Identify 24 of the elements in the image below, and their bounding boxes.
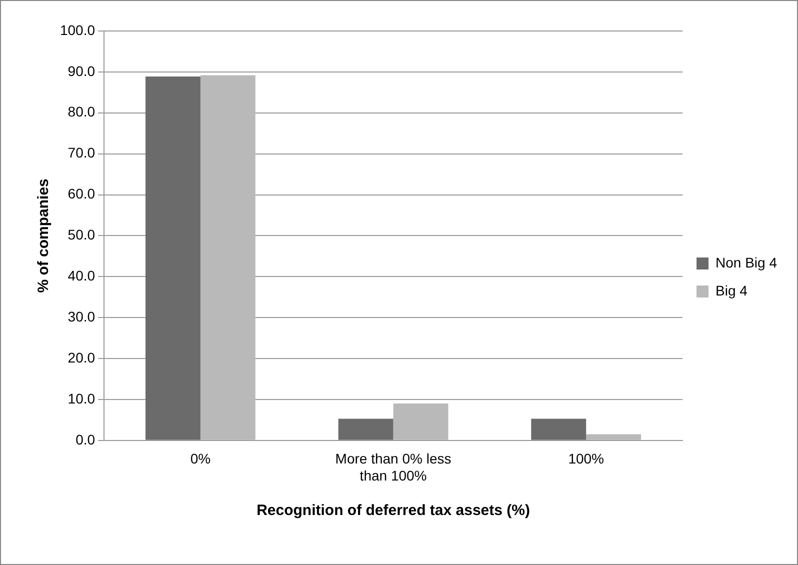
y-tick-label: 70.0 bbox=[68, 144, 96, 161]
legend-label: Big 4 bbox=[716, 282, 748, 298]
bar bbox=[586, 434, 642, 440]
bar bbox=[393, 404, 448, 440]
bar bbox=[200, 75, 256, 440]
y-tick-label: 0.0 bbox=[76, 431, 96, 448]
y-tick-label: 80.0 bbox=[68, 104, 96, 120]
x-tick-label: 100% bbox=[568, 450, 604, 467]
y-tick-label: 30.0 bbox=[68, 308, 96, 324]
y-tick-label: 90.0 bbox=[68, 62, 96, 79]
y-tick-label: 20.0 bbox=[68, 349, 96, 366]
legend-label: Non Big 4 bbox=[716, 254, 778, 270]
x-tick-label: 0% bbox=[190, 450, 211, 467]
bar bbox=[531, 418, 586, 440]
x-axis-title: Recognition of deferred tax assets (%) bbox=[256, 502, 530, 520]
bar bbox=[338, 418, 394, 440]
x-tick-label: More than 0% less than 100% bbox=[335, 450, 452, 484]
y-tick-label: 10.0 bbox=[68, 390, 96, 406]
y-tick-label: 60.0 bbox=[68, 186, 96, 202]
bar bbox=[145, 76, 200, 440]
y-tick-label: 100.0 bbox=[60, 22, 96, 38]
y-tick-label: 50.0 bbox=[68, 226, 96, 243]
y-axis-title: % of companies bbox=[35, 178, 52, 293]
y-tick-label: 40.0 bbox=[68, 268, 96, 284]
